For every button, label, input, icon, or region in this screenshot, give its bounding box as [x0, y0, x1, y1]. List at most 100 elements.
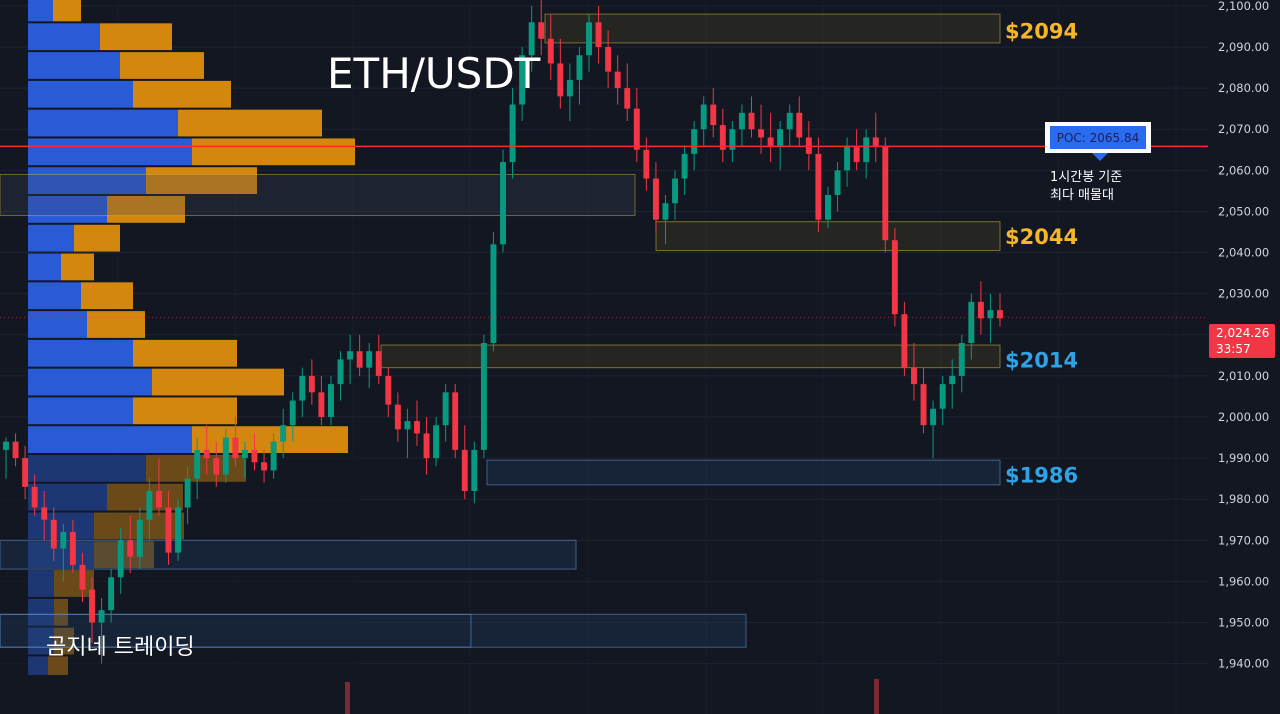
candle: [767, 112, 774, 163]
volume-profile-buy-bar: [28, 368, 152, 396]
candle-body: [710, 104, 717, 126]
volume-profile-sell-bar: [100, 23, 172, 51]
level-label: $2044: [1005, 225, 1078, 249]
volume-profile-sell-bar: [87, 311, 145, 338]
candle-body: [60, 532, 67, 549]
candle-body: [79, 564, 86, 590]
candle-body: [528, 22, 535, 56]
candle: [404, 408, 411, 459]
candle: [509, 88, 516, 179]
current-price-tag: 2,024.26 33:57: [1209, 324, 1275, 358]
candle-body: [366, 351, 373, 368]
candle: [872, 112, 879, 163]
candle: [930, 400, 937, 459]
price-zone-inner: [0, 613, 472, 648]
price-axis-label: 1,950.00: [1218, 616, 1269, 630]
volume-profile-buy-bar: [28, 109, 178, 137]
candle: [50, 507, 57, 561]
candle-body: [987, 310, 994, 319]
poc-tag-pointer: [1092, 153, 1108, 161]
candle-body: [844, 145, 851, 171]
price-axis-label: 1,940.00: [1218, 657, 1269, 671]
poc-tag-label: POC: 2065.84: [1057, 131, 1140, 145]
current-price-value: 2,024.26: [1216, 326, 1269, 340]
volume-profile-sell-bar: [74, 224, 120, 252]
candle-body: [155, 490, 162, 508]
volume-profile-buy-bar: [28, 138, 192, 166]
candle-body: [605, 47, 612, 72]
candle: [98, 597, 105, 664]
candle: [241, 441, 248, 479]
candle: [633, 88, 640, 163]
candle-body: [385, 375, 392, 405]
candle-body: [347, 351, 354, 360]
candle-body: [98, 610, 105, 623]
volume-bar: [874, 679, 879, 714]
price-zone: [486, 459, 1001, 486]
price-axis-label: 2,030.00: [1218, 287, 1269, 301]
poc-note-line1: 1시간봉 기준: [1050, 170, 1122, 185]
volume-profile-sell-bar: [61, 253, 94, 281]
candle-body: [557, 63, 564, 97]
price-axis-label: 1,960.00: [1218, 574, 1269, 588]
candle-body: [652, 178, 659, 220]
candle: [41, 490, 48, 541]
candle: [901, 301, 908, 376]
volume-profile-buy-bar: [28, 339, 133, 367]
candle: [863, 129, 870, 179]
candle-body: [576, 55, 583, 80]
volume-profile-sell-bar: [152, 368, 284, 396]
candle-body: [50, 519, 57, 549]
candle-body: [442, 392, 449, 426]
candle: [280, 408, 287, 459]
price-axis-label: 2,040.00: [1218, 246, 1269, 260]
candle-body: [863, 137, 870, 163]
volume-profile-buy-bar: [28, 167, 146, 194]
candle-body: [824, 194, 831, 220]
candle-body: [547, 38, 554, 64]
candle-body: [662, 203, 669, 220]
volume-profile-sell-bar: [53, 0, 81, 22]
candle-body: [700, 104, 707, 130]
candle: [719, 108, 726, 163]
candle-body: [729, 129, 736, 150]
candle: [127, 515, 134, 574]
candle: [31, 474, 38, 516]
candlestick-series: [3, 0, 1003, 664]
candle: [662, 194, 669, 245]
candle: [968, 293, 975, 360]
candle-body: [911, 367, 917, 385]
candle-body: [691, 129, 698, 154]
candle-body: [471, 449, 478, 491]
candle-body: [815, 153, 822, 220]
candle: [146, 478, 153, 541]
volume-profile-buy-bar: [28, 253, 61, 281]
price-axis-label: 1,970.00: [1218, 533, 1269, 547]
candle: [414, 400, 420, 446]
candle: [891, 227, 898, 327]
candle-body: [146, 490, 153, 520]
price-zones: [0, 13, 1001, 648]
candle-body: [519, 55, 526, 105]
candle: [261, 449, 268, 483]
candle-body: [3, 441, 9, 450]
price-axis-label: 2,060.00: [1218, 163, 1269, 177]
price-zone: [544, 13, 1001, 44]
candle-body: [939, 384, 946, 409]
candle: [624, 63, 631, 121]
candle: [60, 523, 67, 582]
candle-body: [289, 400, 296, 426]
candle: [557, 38, 564, 109]
volume-profile-sell-bar: [133, 397, 237, 425]
candle-body: [586, 22, 592, 56]
candle-body: [480, 342, 487, 450]
candle-body: [452, 392, 459, 450]
volume-profile-buy-bar: [28, 23, 100, 51]
candle: [977, 281, 984, 335]
candle: [194, 437, 201, 500]
price-axis-label: 1,980.00: [1218, 492, 1269, 506]
candle-body: [719, 125, 726, 150]
candle-body: [882, 145, 889, 241]
volume-profile-sell-bar: [120, 52, 204, 79]
